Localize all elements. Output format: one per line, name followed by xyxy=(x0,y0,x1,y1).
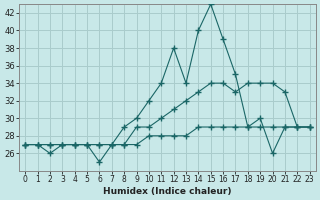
X-axis label: Humidex (Indice chaleur): Humidex (Indice chaleur) xyxy=(103,187,232,196)
